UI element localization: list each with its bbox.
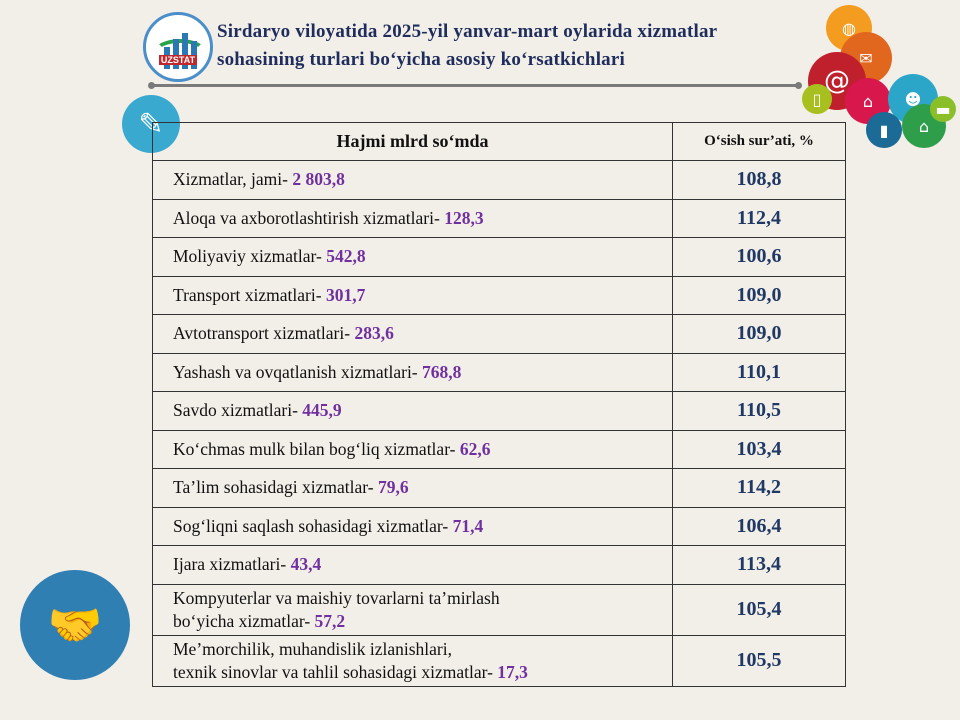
service-volume: 57,2 xyxy=(314,610,346,631)
divider xyxy=(151,84,799,87)
service-cell: Transport xizmatlari- 301,7 xyxy=(152,275,673,315)
service-cell: Sog‘liqni saqlash sohasidagi xizmatlar- … xyxy=(152,506,673,546)
service-cell: Aloqa va axborotlashtirish xizmatlari- 1… xyxy=(152,198,673,238)
header-volume: Hajmi mlrd so‘mda xyxy=(152,122,673,161)
home-green-icon: ⌂ xyxy=(902,104,946,148)
service-volume: 62,6 xyxy=(459,438,491,459)
service-label: Avtotransport xizmatlari- xyxy=(173,323,351,344)
service-volume: 2 803,8 xyxy=(292,169,345,190)
table-row: Savdo xizmatlari- 445,9 110,5 xyxy=(152,391,846,431)
table-row: Avtotransport xizmatlari- 283,6 109,0 xyxy=(152,314,846,354)
service-label: Savdo xizmatlari- xyxy=(173,400,298,421)
service-cell: Ta’lim sohasidagi xizmatlar- 79,6 xyxy=(152,468,673,508)
service-label: Transport xizmatlari- xyxy=(173,284,322,305)
service-volume: 768,8 xyxy=(422,361,462,382)
service-volume: 79,6 xyxy=(377,477,409,498)
table-row: Xizmatlar, jami- 2 803,8 108,8 xyxy=(152,160,846,200)
table-row: Ko‘chmas mulk bilan bog‘liq xizmatlar- 6… xyxy=(152,429,846,469)
service-label-line1: Me’morchilik, muhandislik izlanishlari, xyxy=(173,638,452,659)
service-cell: Ko‘chmas mulk bilan bog‘liq xizmatlar- 6… xyxy=(152,429,673,469)
home-icon: ⌂ xyxy=(845,78,891,124)
growth-rate: 110,5 xyxy=(672,391,846,431)
service-volume: 128,3 xyxy=(444,207,484,228)
service-cell: Savdo xizmatlari- 445,9 xyxy=(152,391,673,431)
table-row: Sog‘liqni saqlash sohasidagi xizmatlar- … xyxy=(152,506,846,546)
services-table: Hajmi mlrd so‘mda O‘sish sur’ati, % Xizm… xyxy=(152,122,846,687)
service-volume: 301,7 xyxy=(325,284,366,305)
growth-rate: 108,8 xyxy=(672,160,846,200)
growth-rate: 105,4 xyxy=(672,583,846,636)
handshake-icon: 🤝 xyxy=(20,570,130,680)
growth-rate: 109,0 xyxy=(672,314,846,354)
growth-rate: 114,2 xyxy=(672,468,846,508)
service-label: Sog‘liqni saqlash sohasidagi xizmatlar- xyxy=(173,515,449,536)
table-row: Aloqa va axborotlashtirish xizmatlari- 1… xyxy=(152,198,846,238)
service-label: texnik sinovlar va tahlil sohasidagi xiz… xyxy=(173,661,493,682)
page-title: Sirdaryo viloyatida 2025-yil yanvar-mart… xyxy=(217,21,717,70)
growth-rate: 109,0 xyxy=(672,275,846,315)
growth-rate: 113,4 xyxy=(672,545,846,585)
mobile-icon: ▮ xyxy=(866,112,902,148)
service-cell: Avtotransport xizmatlari- 283,6 xyxy=(152,314,673,354)
table-row: Yashash va ovqatlanish xizmatlari- 768,8… xyxy=(152,352,846,392)
growth-rate: 103,4 xyxy=(672,429,846,469)
service-cell: Me’morchilik, muhandislik izlanishlari, t… xyxy=(152,634,673,687)
table-row: Ijara xizmatlari- 43,4 113,4 xyxy=(152,545,846,585)
service-volume: 283,6 xyxy=(354,323,394,344)
uzstat-logo: UZSTAT xyxy=(143,12,213,82)
service-label: bo‘yicha xizmatlar- xyxy=(173,610,311,631)
table-row: Transport xizmatlari- 301,7 109,0 xyxy=(152,275,846,315)
service-cell: Moliyaviy xizmatlar- 542,8 xyxy=(152,237,673,277)
service-label: Ko‘chmas mulk bilan bog‘liq xizmatlar- xyxy=(173,438,456,459)
service-cell: Xizmatlar, jami- 2 803,8 xyxy=(152,160,673,200)
chat-icon: ▬ xyxy=(930,96,956,122)
service-label: Moliyaviy xizmatlar- xyxy=(173,246,322,267)
table-row: Ta’lim sohasidagi xizmatlar- 79,6 114,2 xyxy=(152,468,846,508)
service-volume: 542,8 xyxy=(326,246,366,267)
growth-rate: 110,1 xyxy=(672,352,846,392)
phone-icon: ▯ xyxy=(802,84,832,114)
service-volume: 71,4 xyxy=(452,515,484,536)
growth-rate: 100,6 xyxy=(672,237,846,277)
service-cell: Ijara xizmatlari- 43,4 xyxy=(152,545,673,585)
table-row: Me’morchilik, muhandislik izlanishlari, t… xyxy=(152,634,846,687)
growth-rate: 106,4 xyxy=(672,506,846,546)
service-cell: Yashash va ovqatlanish xizmatlari- 768,8 xyxy=(152,352,673,392)
service-label: Aloqa va axborotlashtirish xizmatlari- xyxy=(173,207,440,228)
logo-text: UZSTAT xyxy=(158,55,198,65)
service-cell: Kompyuterlar va maishiy tovarlarni ta’mi… xyxy=(152,583,673,636)
service-label: Yashash va ovqatlanish xizmatlari- xyxy=(173,361,418,382)
service-volume: 43,4 xyxy=(290,554,322,575)
service-label: Ijara xizmatlari- xyxy=(173,554,287,575)
growth-rate: 112,4 xyxy=(672,198,846,238)
service-label: Xizmatlar, jami- xyxy=(173,169,288,190)
service-label: Ta’lim sohasidagi xizmatlar- xyxy=(173,477,374,498)
rule-dot xyxy=(795,82,802,89)
service-volume: 17,3 xyxy=(497,661,528,682)
service-volume: 445,9 xyxy=(302,400,342,421)
table-row: Kompyuterlar va maishiy tovarlarni ta’mi… xyxy=(152,583,846,636)
table-row: Moliyaviy xizmatlar- 542,8 100,6 xyxy=(152,237,846,277)
service-label-line1: Kompyuterlar va maishiy tovarlarni ta’mi… xyxy=(173,587,500,608)
header-growth: O‘sish sur’ati, % xyxy=(672,122,846,161)
growth-rate: 105,5 xyxy=(672,634,846,687)
